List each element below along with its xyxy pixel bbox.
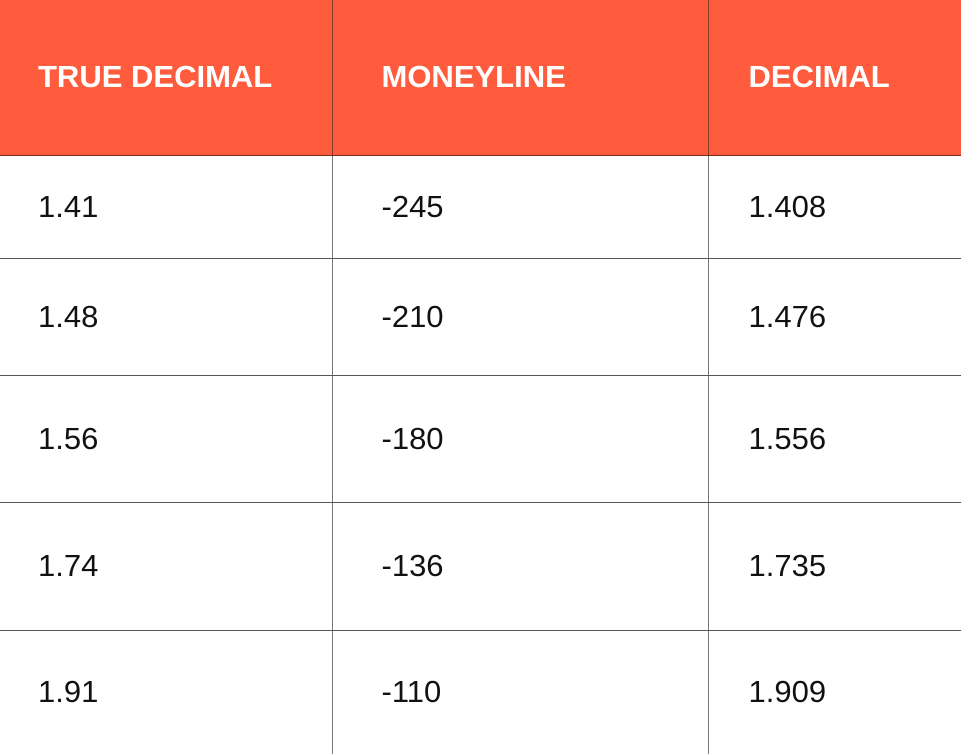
table-row: 1.56 -180 1.556 (0, 375, 961, 503)
cell-true-decimal: 1.74 (0, 502, 333, 631)
cell-moneyline: -136 (332, 502, 709, 631)
cell-true-decimal: 1.48 (0, 258, 333, 376)
cell-moneyline: -180 (332, 375, 709, 503)
cell-decimal: 1.476 (708, 258, 961, 376)
cell-moneyline: -210 (332, 258, 709, 376)
cell-decimal: 1.735 (708, 502, 961, 631)
cell-decimal: 1.556 (708, 375, 961, 503)
table-row: 1.74 -136 1.735 (0, 502, 961, 631)
cell-decimal: 1.408 (708, 155, 961, 259)
cell-moneyline: -245 (332, 155, 709, 259)
header-true-decimal: TRUE DECIMAL (0, 0, 333, 156)
cell-decimal: 1.909 (748, 674, 827, 710)
cell-true-decimal: 1.91 (0, 630, 333, 754)
table-row: 1.91 -110 1.909 (0, 630, 961, 754)
table-row: 1.48 -210 1.476 (0, 258, 961, 376)
header-decimal: DECIMAL (708, 0, 961, 156)
cell-true-decimal: 1.41 (0, 155, 333, 259)
table-row: 1.41 -245 1.408 (0, 155, 961, 259)
cell-true-decimal: 1.56 (0, 375, 333, 503)
header-moneyline: MONEYLINE (332, 0, 709, 156)
cell-moneyline: -110 (332, 630, 709, 754)
header-row: TRUE DECIMAL MONEYLINE DECIMAL (0, 0, 961, 156)
